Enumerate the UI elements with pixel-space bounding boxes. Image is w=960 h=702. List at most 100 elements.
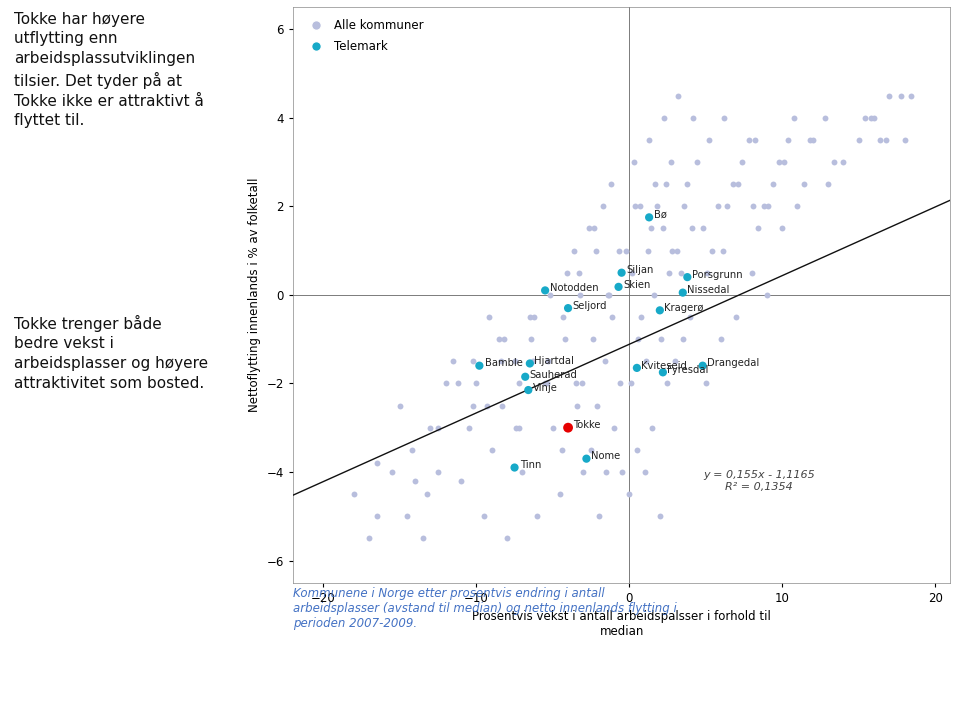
Text: Fyresdal: Fyresdal [667,365,708,375]
Point [605,312,620,323]
Point [683,312,698,323]
Point [494,400,510,411]
Point [726,178,741,190]
Text: Tokke: Tokke [573,420,600,430]
Point [509,422,524,433]
Point [674,267,689,278]
Point [559,267,574,278]
Point [538,378,553,389]
Point [790,201,805,212]
Point [802,134,817,145]
Point [745,201,760,212]
Point [471,360,487,371]
Text: Porsgrunn: Porsgrunn [692,270,743,280]
Text: Drangedal: Drangedal [708,359,759,369]
Point [614,466,630,477]
Point [776,157,791,168]
Point [588,245,603,256]
Text: Kragerø: Kragerø [664,303,704,313]
Point [522,358,538,369]
Point [675,287,690,298]
Point [445,356,461,367]
Point [903,90,919,101]
Point [680,272,695,283]
Point [716,112,732,124]
Point [515,466,530,477]
Text: telemarksforsking.no     16: telemarksforsking.no 16 [801,677,941,688]
Point [362,533,377,544]
Point [710,201,726,212]
Point [669,245,684,256]
Point [626,157,641,168]
Point [600,289,615,300]
Point [621,489,636,500]
Point [744,267,759,278]
Point [566,245,582,256]
Point [582,223,597,234]
Point [540,356,556,367]
Point [649,201,664,212]
Point [404,444,420,456]
Point [507,462,522,473]
Point [775,223,790,234]
Point [636,466,652,477]
Point [461,422,476,433]
Point [646,289,661,300]
Point [662,157,678,168]
Point [430,466,445,477]
Point [657,112,672,124]
Point [857,112,873,124]
Point [591,510,607,522]
Point [492,333,507,345]
Point [835,157,851,168]
Point [595,201,611,212]
Point [759,289,775,300]
Point [599,466,614,477]
Point [684,223,700,234]
Point [568,378,584,389]
Point [633,201,648,212]
Point [499,533,515,544]
Point [750,223,765,234]
Point [520,385,536,396]
Point [602,289,617,300]
Point [677,201,692,212]
Point [585,333,600,345]
Point [527,312,542,323]
Point [866,112,881,124]
Point [821,178,836,190]
Text: Notodden: Notodden [550,283,598,293]
Point [420,489,435,500]
Point [719,201,734,212]
Point [561,422,576,433]
Point [664,245,680,256]
Point [468,378,484,389]
Point [629,362,644,373]
Point [644,422,660,433]
Text: Hjartdal: Hjartdal [535,356,574,366]
Point [572,289,588,300]
Point [715,245,731,256]
Point [614,267,630,278]
Point [747,134,762,145]
Point [863,112,878,124]
Text: Bø: Bø [654,210,666,220]
Point [640,245,656,256]
Point [654,333,669,345]
Text: Skien: Skien [623,279,651,290]
Point [689,157,705,168]
Point [370,510,385,522]
Point [701,134,716,145]
Text: Nissedal: Nissedal [687,286,730,296]
Point [631,333,646,345]
Point [370,458,385,469]
Point [641,134,657,145]
Point [597,356,612,367]
Point [481,312,496,323]
Point [656,223,671,234]
Point [561,303,576,314]
Point [612,378,628,389]
Point [760,201,776,212]
Point [422,422,438,433]
Point [625,267,640,278]
